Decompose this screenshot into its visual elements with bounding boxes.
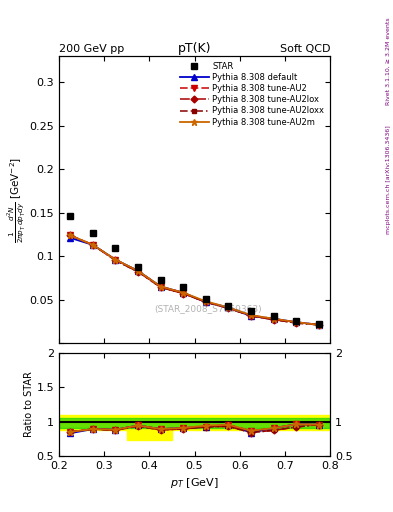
- Legend: STAR, Pythia 8.308 default, Pythia 8.308 tune-AU2, Pythia 8.308 tune-AU2lox, Pyt: STAR, Pythia 8.308 default, Pythia 8.308…: [178, 60, 326, 128]
- Text: mcplots.cern.ch [arXiv:1306.3436]: mcplots.cern.ch [arXiv:1306.3436]: [386, 125, 391, 233]
- Text: (STAR_2008_S7869363): (STAR_2008_S7869363): [154, 304, 262, 313]
- Title: pT(K): pT(K): [178, 42, 211, 55]
- Text: Rivet 3.1.10, ≥ 3.2M events: Rivet 3.1.10, ≥ 3.2M events: [386, 17, 391, 105]
- Text: 200 GeV pp: 200 GeV pp: [59, 44, 124, 54]
- Text: Soft QCD: Soft QCD: [280, 44, 330, 54]
- X-axis label: $p_T$ [GeV]: $p_T$ [GeV]: [170, 476, 219, 490]
- Y-axis label: $\frac{1}{2\pi p_T} \frac{d^2N}{dp_T dy}$ [GeV$^{-2}$]: $\frac{1}{2\pi p_T} \frac{d^2N}{dp_T dy}…: [6, 157, 27, 243]
- Y-axis label: Ratio to STAR: Ratio to STAR: [24, 372, 34, 437]
